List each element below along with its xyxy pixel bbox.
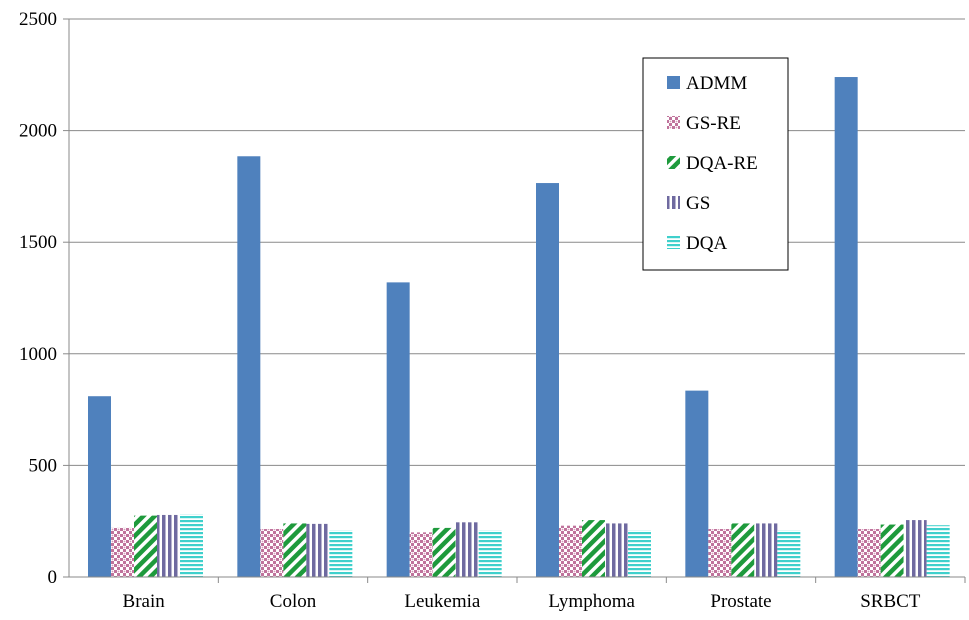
bar-admm-colon: [237, 156, 261, 577]
y-tick-label: 2000: [19, 121, 57, 142]
legend-swatch-gs: [667, 196, 680, 209]
x-tick-label: Colon: [270, 591, 317, 612]
legend-label-gs-re: GS-RE: [686, 113, 741, 134]
legend-swatch-admm: [667, 76, 680, 89]
legend: ADMM GS-RE DQA-RE GS DQA: [642, 57, 789, 271]
y-tick-label: 2500: [19, 9, 57, 30]
legend-swatch-dqa-re: [667, 156, 680, 169]
bar-dqa-re-lymphoma: [582, 520, 605, 577]
y-tick-label: 0: [48, 567, 58, 588]
bar-dqa-re-leukemia: [432, 527, 456, 577]
legend-label-admm: ADMM: [686, 73, 747, 94]
legend-swatch-dqa: [667, 236, 680, 249]
x-tick-label: SRBCT: [860, 591, 921, 612]
bar-gs-brain: [157, 514, 180, 577]
legend-swatch-gs-re: [667, 116, 680, 129]
bar-gs-re-prostate: [708, 529, 732, 577]
bar-gs-prostate: [754, 523, 778, 577]
y-tick-label: 1500: [19, 232, 57, 253]
y-tick-label: 1000: [19, 344, 57, 365]
axes: 0 500 1000 1500 2000 2500 Brain Colon Leukemia Ly…: [19, 9, 966, 612]
bar-gs-colon: [306, 523, 330, 577]
bar-admm-srbct: [834, 77, 858, 578]
bar-dqa-leukemia: [478, 530, 502, 577]
gridlines: [69, 18, 965, 466]
bar-gs-re-colon: [260, 529, 284, 577]
bar-gs-re-lymphoma: [559, 525, 582, 577]
legend-label-dqa: DQA: [686, 233, 727, 254]
bar-admm-lymphoma: [536, 183, 559, 577]
bar-dqa-re-colon: [283, 523, 307, 577]
bar-dqa-brain: [180, 514, 203, 577]
bar-gs-re-brain: [111, 527, 134, 577]
bar-dqa-lymphoma: [628, 530, 651, 577]
bars: [88, 77, 950, 578]
bar-dqa-re-prostate: [731, 523, 755, 577]
bar-gs-lymphoma: [605, 523, 628, 577]
bar-dqa-colon: [329, 530, 353, 577]
bar-dqa-srbct: [926, 525, 950, 577]
bar-gs-re-srbct: [857, 529, 881, 577]
x-tick-label: Leukemia: [404, 591, 481, 612]
bar-admm-leukemia: [386, 282, 410, 577]
legend-label-gs: GS: [686, 193, 710, 214]
bar-admm-prostate: [685, 390, 709, 577]
bar-dqa-re-srbct: [880, 524, 904, 577]
bar-dqa-prostate: [777, 530, 801, 577]
x-tick-label: Lymphoma: [548, 591, 635, 612]
bar-gs-leukemia: [455, 522, 479, 577]
bar-dqa-re-brain: [134, 515, 157, 577]
y-tick-label: 500: [29, 455, 58, 476]
bar-gs-re-leukemia: [409, 532, 433, 577]
bar-admm-brain: [88, 396, 111, 577]
legend-label-dqa-re: DQA-RE: [686, 153, 758, 174]
bar-gs-srbct: [903, 520, 927, 577]
x-tick-label: Prostate: [710, 591, 771, 612]
x-tick-label: Brain: [123, 591, 166, 612]
